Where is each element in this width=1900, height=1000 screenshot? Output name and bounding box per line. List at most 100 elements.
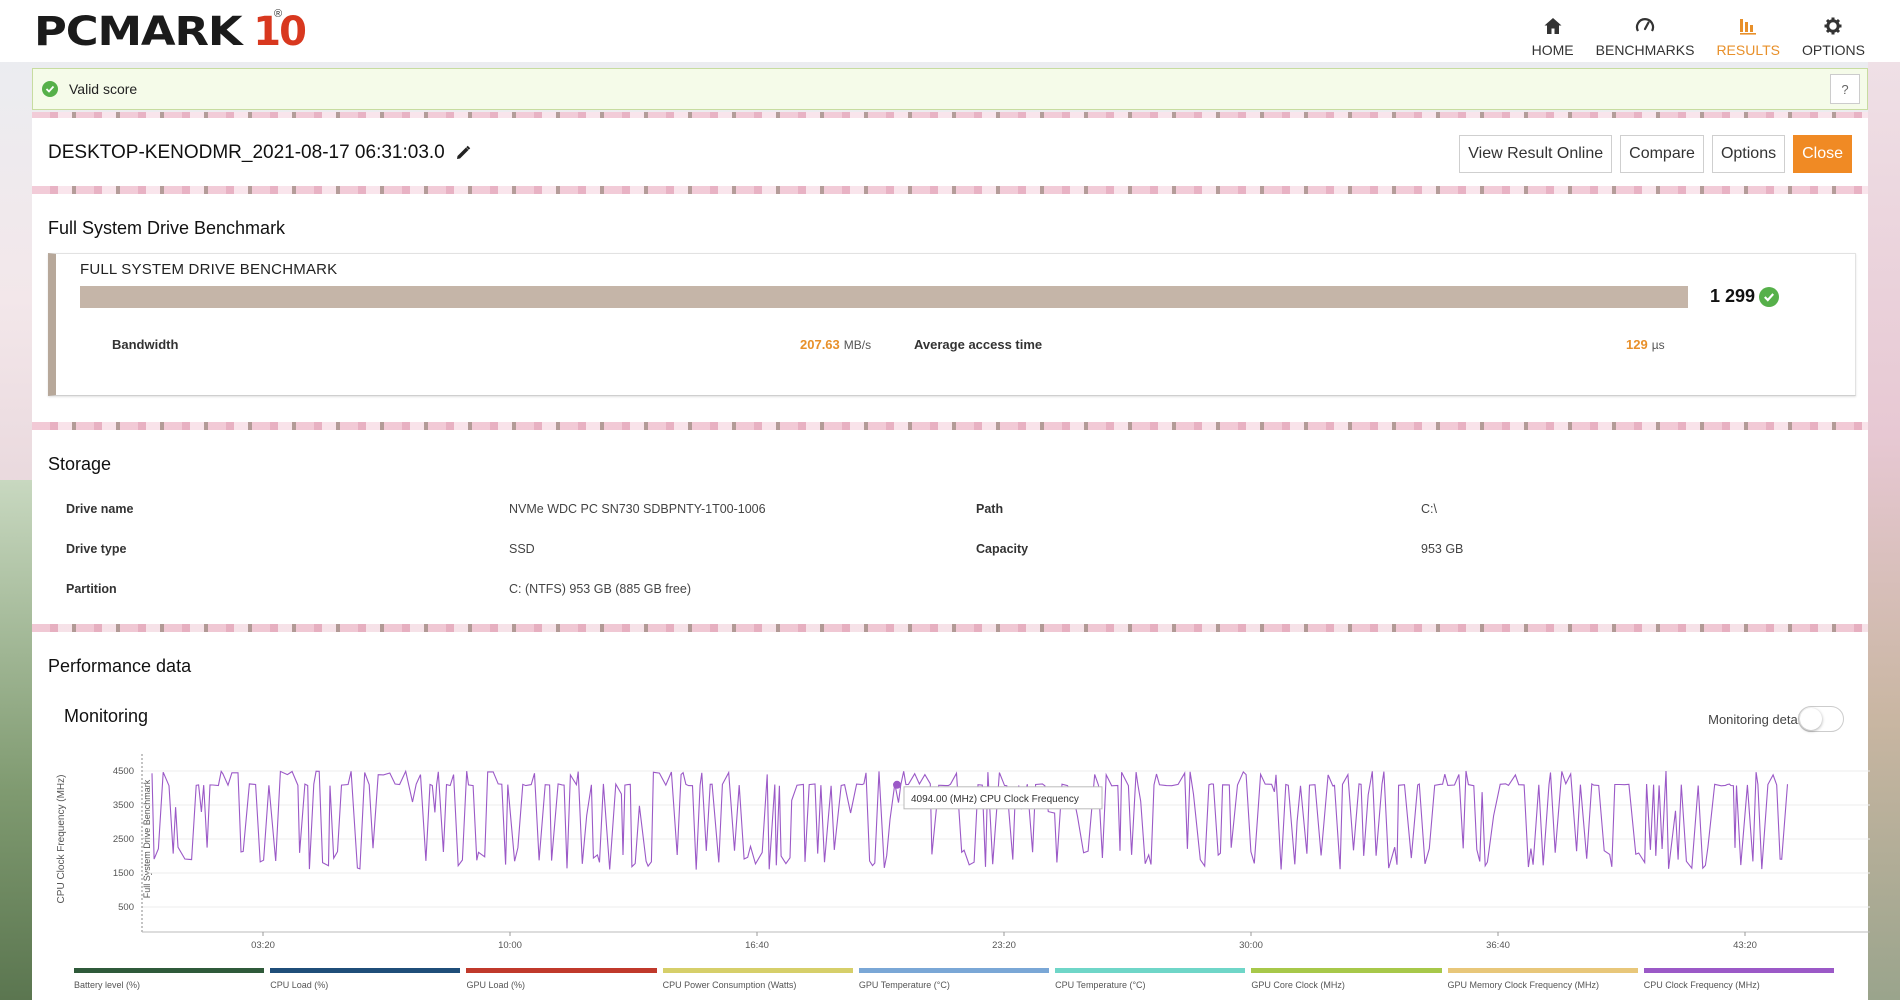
bandwidth-label: Bandwidth	[112, 337, 179, 352]
legend-item[interactable]: GPU Temperature (°C)	[858, 968, 1050, 990]
legend-label: GPU Temperature (°C)	[858, 980, 950, 990]
benchmark-section: Full System Drive Benchmark FULL SYSTEM …	[32, 194, 1868, 422]
legend-label: GPU Core Clock (MHz)	[1251, 980, 1345, 990]
compare-button[interactable]: Compare	[1620, 135, 1704, 173]
y-tick-label: 3500	[113, 800, 134, 811]
background-left	[0, 480, 32, 1000]
monitoring-details-label: Monitoring details	[1708, 712, 1810, 727]
result-title: DESKTOP-KENODMR_2021-08-17 06:31:03.0	[48, 142, 445, 163]
drive-name-label: Drive name	[66, 502, 134, 516]
bandwidth-number: 207.63	[800, 337, 840, 352]
x-tick-label: 43:20	[1733, 940, 1757, 951]
background-strip	[32, 422, 1868, 430]
valid-score-banner: Valid score ?	[32, 68, 1868, 110]
background-strip	[32, 186, 1868, 194]
legend-swatch	[270, 968, 461, 973]
background-strip	[32, 112, 1868, 120]
legend-item[interactable]: CPU Load (%)	[270, 968, 461, 990]
benchmark-card-label: FULL SYSTEM DRIVE BENCHMARK	[80, 261, 338, 278]
bandwidth-unit: MB/s	[843, 338, 872, 352]
legend-label: CPU Clock Frequency (MHz)	[1643, 980, 1760, 990]
nav-results-label: RESULTS	[1716, 42, 1780, 58]
legend-item[interactable]: GPU Memory Clock Frequency (MHz)	[1447, 968, 1638, 990]
path-value: C:\	[1421, 502, 1437, 516]
access-time-label: Average access time	[914, 337, 1043, 352]
x-tick-label: 30:00	[1239, 940, 1263, 951]
partition-label: Partition	[66, 582, 117, 596]
bar-chart-icon	[1740, 19, 1757, 35]
background-right	[1868, 60, 1900, 1000]
main-nav: HOME BENCHMARKS RESULTS OPTIONS	[1521, 8, 1876, 58]
gauge-icon	[1635, 18, 1655, 32]
monitoring-chart[interactable]: CPU Clock Frequency (MHz) Full System Dri…	[52, 748, 1872, 966]
legend-item[interactable]: Battery level (%)	[74, 968, 265, 990]
nav-results[interactable]: RESULTS	[1705, 8, 1791, 58]
nav-home[interactable]: HOME	[1521, 8, 1585, 58]
toggle-knob	[1800, 708, 1822, 730]
check-circle-icon	[1759, 286, 1780, 307]
legend-label: CPU Temperature (°C)	[1055, 980, 1146, 990]
y-tick-label: 4500	[113, 766, 134, 777]
capacity-label: Capacity	[976, 542, 1029, 556]
partition-value: C: (NTFS) 953 GB (885 GB free)	[509, 582, 691, 596]
x-tick-label: 03:20	[251, 940, 275, 951]
top-bar: PCMARK 10 ® HOME BENCHMARKS RESULTS OPTI…	[0, 0, 1900, 62]
access-time-unit: µs	[1651, 338, 1665, 352]
nav-options[interactable]: OPTIONS	[1791, 8, 1876, 58]
legend-item[interactable]: CPU Clock Frequency (MHz)	[1643, 968, 1834, 990]
gear-icon	[1824, 17, 1842, 35]
check-circle-icon	[42, 81, 58, 97]
legend-swatch	[1251, 968, 1442, 973]
path-label: Path	[976, 502, 1004, 516]
legend-label: GPU Load (%)	[466, 980, 525, 990]
result-header: DESKTOP-KENODMR_2021-08-17 06:31:03.0 Vi…	[32, 118, 1868, 186]
close-button[interactable]: Close	[1793, 135, 1852, 173]
help-button[interactable]: ?	[1830, 74, 1860, 104]
legend-label: CPU Load (%)	[270, 980, 329, 990]
options-button[interactable]: Options	[1711, 135, 1786, 173]
storage-section-title: Storage	[48, 454, 112, 474]
legend-item[interactable]: GPU Core Clock (MHz)	[1251, 968, 1442, 990]
result-name: DESKTOP-KENODMR_2021-08-17 06:31:03.0	[48, 142, 471, 164]
monitoring-title: Monitoring	[64, 706, 149, 726]
nav-benchmarks[interactable]: BENCHMARKS	[1585, 8, 1706, 58]
drive-type-label: Drive type	[66, 542, 127, 556]
capacity-value: 953 GB	[1421, 542, 1464, 556]
tooltip-point	[893, 780, 901, 789]
legend-item[interactable]: CPU Power Consumption (Watts)	[662, 968, 853, 990]
legend-item[interactable]: CPU Temperature (°C)	[1055, 968, 1246, 990]
storage-section: Storage Drive name NVMe WDC PC SN730 SDB…	[32, 430, 1868, 624]
home-icon	[1544, 18, 1562, 34]
monitoring-details-toggle[interactable]	[1798, 706, 1844, 732]
view-result-online-button[interactable]: View Result Online	[1459, 135, 1613, 173]
pencil-icon[interactable]	[455, 145, 471, 161]
access-time-value: 129 µs	[1626, 337, 1665, 352]
nav-home-label: HOME	[1531, 42, 1574, 58]
logo-text: PCMARK	[34, 9, 243, 55]
tooltip-text: 4094.00 (MHz) CPU Clock Frequency	[911, 794, 1079, 805]
nav-options-label: OPTIONS	[1801, 42, 1865, 58]
legend-swatch	[466, 968, 657, 973]
legend-swatch	[662, 968, 853, 973]
legend-swatch	[1447, 968, 1638, 973]
chart-legend: Battery level (%) CPU Load (%) GPU Load (%…	[74, 968, 1834, 990]
benchmark-section-title: Full System Drive Benchmark	[48, 218, 286, 238]
drive-name-value: NVMe WDC PC SN730 SDBPNTY-1T00-1006	[509, 502, 766, 516]
x-tick-label: 36:40	[1486, 940, 1510, 951]
x-tick-label: 16:40	[745, 940, 769, 951]
logo-number: 10	[253, 9, 307, 55]
performance-section-title: Performance data	[48, 656, 192, 676]
legend-swatch	[74, 968, 265, 973]
logo-registered-mark: ®	[274, 8, 283, 20]
y-tick-label: 500	[118, 902, 134, 913]
legend-swatch	[1055, 968, 1246, 973]
y-axis-label: CPU Clock Frequency (MHz)	[56, 775, 67, 904]
benchmark-card: FULL SYSTEM DRIVE BENCHMARK 1 299 Bandwi…	[48, 253, 1856, 396]
cpu-clock-frequency-line	[151, 769, 1789, 870]
legend-swatch	[1643, 968, 1834, 973]
legend-label: GPU Memory Clock Frequency (MHz)	[1447, 980, 1600, 990]
valid-score-text: Valid score	[69, 81, 138, 97]
background-strip	[32, 624, 1868, 632]
legend-item[interactable]: GPU Load (%)	[466, 968, 657, 990]
nav-benchmarks-label: BENCHMARKS	[1595, 42, 1695, 58]
